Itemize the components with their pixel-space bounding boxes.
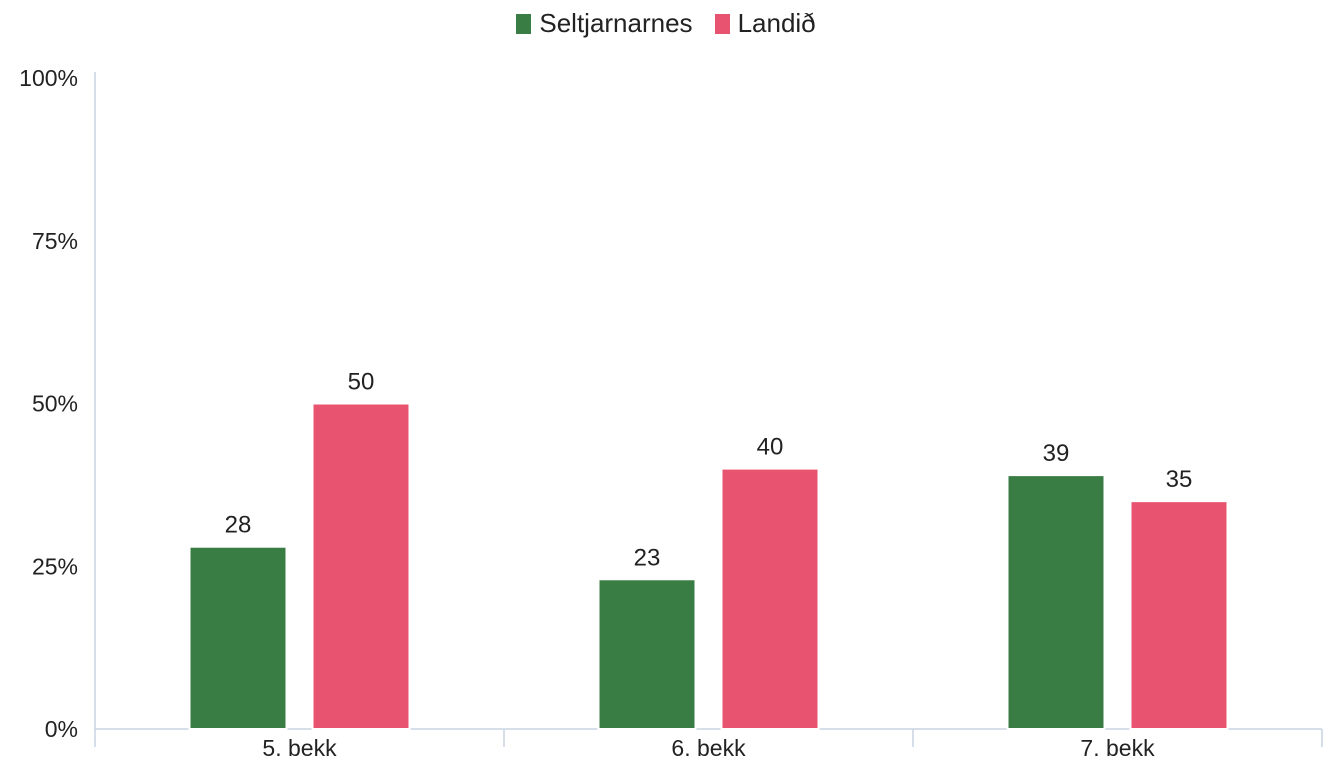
legend-swatch-landid bbox=[714, 13, 730, 34]
data-label: 23 bbox=[634, 544, 661, 571]
legend-swatch-seltjarnarnes bbox=[516, 13, 532, 34]
legend-item-seltjarnarnes[interactable]: Seltjarnarnes bbox=[516, 8, 693, 39]
data-label: 35 bbox=[1166, 466, 1193, 493]
bars bbox=[188, 402, 1229, 731]
legend-label-seltjarnarnes: Seltjarnarnes bbox=[539, 8, 693, 38]
x-tick-label: 5. bekk bbox=[262, 735, 337, 761]
bar-landi--2[interactable] bbox=[720, 467, 820, 730]
labels: 0% 25% 50% 75% 100% 28 50 5. bekk 23 40 6. bekk 39 3… bbox=[19, 65, 1192, 761]
data-label: 28 bbox=[225, 512, 252, 539]
bar-seltjarnarnes-2[interactable] bbox=[597, 578, 697, 731]
legend: Seltjarnarnes Landið bbox=[0, 8, 1332, 39]
data-label: 50 bbox=[348, 369, 375, 396]
data-label: 40 bbox=[757, 434, 784, 461]
y-tick-label: 75% bbox=[32, 228, 78, 254]
x-tick-label: 7. bekk bbox=[1080, 735, 1155, 761]
bar-seltjarnarnes-1[interactable] bbox=[188, 545, 288, 730]
x-tick-label: 6. bekk bbox=[671, 735, 746, 761]
bar-landi--1[interactable] bbox=[311, 402, 411, 730]
y-tick-label: 25% bbox=[32, 553, 78, 579]
y-tick-label: 50% bbox=[32, 391, 78, 417]
y-tick-label: 100% bbox=[19, 65, 78, 91]
legend-item-landid[interactable]: Landið bbox=[714, 8, 816, 39]
axes bbox=[94, 72, 1323, 747]
data-label: 39 bbox=[1043, 440, 1070, 467]
bar-seltjarnarnes-3[interactable] bbox=[1006, 474, 1106, 730]
bar-landi--3[interactable] bbox=[1129, 500, 1229, 730]
y-tick-label: 0% bbox=[45, 716, 78, 742]
legend-label-landid: Landið bbox=[737, 8, 816, 38]
